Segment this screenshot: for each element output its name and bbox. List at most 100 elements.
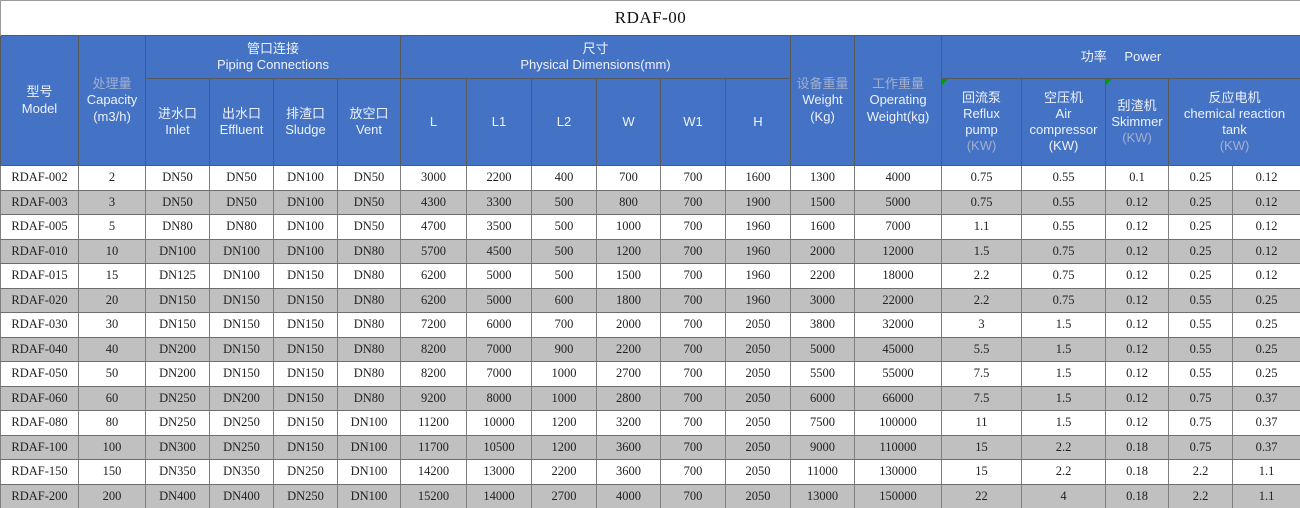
- cell: 5000: [466, 287, 532, 313]
- cell: 0.37: [1232, 434, 1300, 460]
- cell: 4000: [596, 483, 661, 508]
- cell: 3800: [790, 312, 855, 338]
- header-air-zh: 空压机: [1043, 89, 1083, 105]
- cell: DN50: [337, 165, 401, 191]
- cell: 55000: [854, 361, 942, 387]
- cell: 700: [660, 165, 726, 191]
- cell: DN50: [337, 189, 401, 215]
- header-inlet: 进水口 Inlet: [145, 78, 210, 166]
- cell: 0.75: [941, 189, 1022, 215]
- cell: 0.25: [1168, 165, 1233, 191]
- table-row: RDAF-050 50 DN200 DN150 DN150 DN80 8200 7000 100…: [0, 361, 1300, 387]
- cell: 1300: [790, 165, 855, 191]
- cell: DN250: [209, 434, 274, 460]
- cell: 0.25: [1168, 238, 1233, 264]
- cell: 0.12: [1105, 263, 1169, 289]
- cell: 3: [78, 189, 146, 215]
- cell: 110000: [854, 434, 942, 460]
- cell: 0.12: [1105, 385, 1169, 411]
- cell: DN150: [209, 312, 274, 338]
- cell: DN150: [145, 287, 210, 313]
- cell: RDAF-050: [0, 361, 79, 387]
- cell: 600: [531, 287, 597, 313]
- cell: 700: [660, 189, 726, 215]
- cell: 2: [78, 165, 146, 191]
- cell: 11700: [400, 434, 467, 460]
- header-effluent-en: Effluent: [219, 122, 264, 137]
- header-reaction-tank: 反应电机 chemical reaction tank (KW): [1168, 78, 1300, 166]
- cell: 4700: [400, 214, 467, 240]
- cell: 0.12: [1232, 189, 1300, 215]
- cell: 0.12: [1105, 189, 1169, 215]
- cell: DN80: [337, 385, 401, 411]
- cell: 100000: [854, 410, 942, 436]
- header-air-compressor: 空压机 Air compressor (KW): [1021, 78, 1106, 166]
- cell: 900: [531, 336, 597, 362]
- cell: DN250: [273, 459, 338, 485]
- cell: 2.2: [941, 287, 1022, 313]
- header-model-en: Model: [21, 100, 58, 116]
- cell: 3300: [466, 189, 532, 215]
- cell: 0.25: [1168, 189, 1233, 215]
- cell: 12000: [854, 238, 942, 264]
- cell: DN100: [209, 238, 274, 264]
- header-dimensions-en: Physical Dimensions(mm): [520, 57, 671, 72]
- cell: 1.5: [1021, 361, 1106, 387]
- cell: 3500: [466, 214, 532, 240]
- cell: DN100: [209, 263, 274, 289]
- cell: 7.5: [941, 361, 1022, 387]
- cell: 700: [660, 336, 726, 362]
- cell: DN150: [273, 410, 338, 436]
- cell: DN80: [145, 214, 210, 240]
- cell: 0.55: [1021, 214, 1106, 240]
- cell: 20: [78, 287, 146, 313]
- cell: 1960: [725, 214, 791, 240]
- cell: 0.25: [1232, 312, 1300, 338]
- cell: 2000: [596, 312, 661, 338]
- header-model-zh: 型号: [26, 84, 53, 100]
- cell: 10: [78, 238, 146, 264]
- cell: 11000: [790, 459, 855, 485]
- header-reaction-en: chemical reaction tank: [1183, 105, 1286, 137]
- cell: DN150: [273, 336, 338, 362]
- cell: 2050: [725, 483, 791, 508]
- cell: 2200: [790, 263, 855, 289]
- header-weight-zh: 设备重量: [796, 76, 849, 92]
- cell: DN350: [209, 459, 274, 485]
- cell: 1.1: [1232, 483, 1300, 508]
- cell: DN150: [209, 361, 274, 387]
- cell: 6200: [400, 263, 467, 289]
- cell: 0.25: [1168, 263, 1233, 289]
- cell: 0.75: [1021, 263, 1106, 289]
- cell: 0.1: [1105, 165, 1169, 191]
- cell: 1500: [596, 263, 661, 289]
- cell: RDAF-060: [0, 385, 79, 411]
- cell: 45000: [854, 336, 942, 362]
- table-row: RDAF-003 3 DN50 DN50 DN100 DN50 4300 3300 500 800…: [0, 189, 1300, 215]
- cell: 13000: [466, 459, 532, 485]
- table-row: RDAF-005 5 DN80 DN80 DN100 DN50 4700 3500 500 100…: [0, 214, 1300, 240]
- cell: DN150: [273, 312, 338, 338]
- cell: DN50: [337, 214, 401, 240]
- table-row: RDAF-040 40 DN200 DN150 DN150 DN80 8200 7000 900…: [0, 336, 1300, 362]
- header-reflux-en: Reflux pump: [963, 105, 1000, 137]
- cell: 3000: [400, 165, 467, 191]
- header-dim-h: H: [725, 78, 791, 166]
- cell: 8000: [466, 385, 532, 411]
- header-power-zh: 功率: [1080, 48, 1107, 64]
- cell: 10500: [466, 434, 532, 460]
- cell: RDAF-100: [0, 434, 79, 460]
- cell: 700: [660, 312, 726, 338]
- cell: 15: [78, 263, 146, 289]
- table-row: RDAF-080 80 DN250 DN250 DN150 DN100 11200 10000…: [0, 410, 1300, 436]
- cell: 1.5: [1021, 336, 1106, 362]
- header-capacity-en: Capacity (m3/h): [86, 92, 138, 124]
- header-inlet-zh: 进水口: [157, 105, 197, 121]
- cell: 7200: [400, 312, 467, 338]
- cell: 2050: [725, 410, 791, 436]
- header-power-en: Power: [1124, 48, 1162, 64]
- cell: 1600: [790, 214, 855, 240]
- cell: 1960: [725, 263, 791, 289]
- cell: 66000: [854, 385, 942, 411]
